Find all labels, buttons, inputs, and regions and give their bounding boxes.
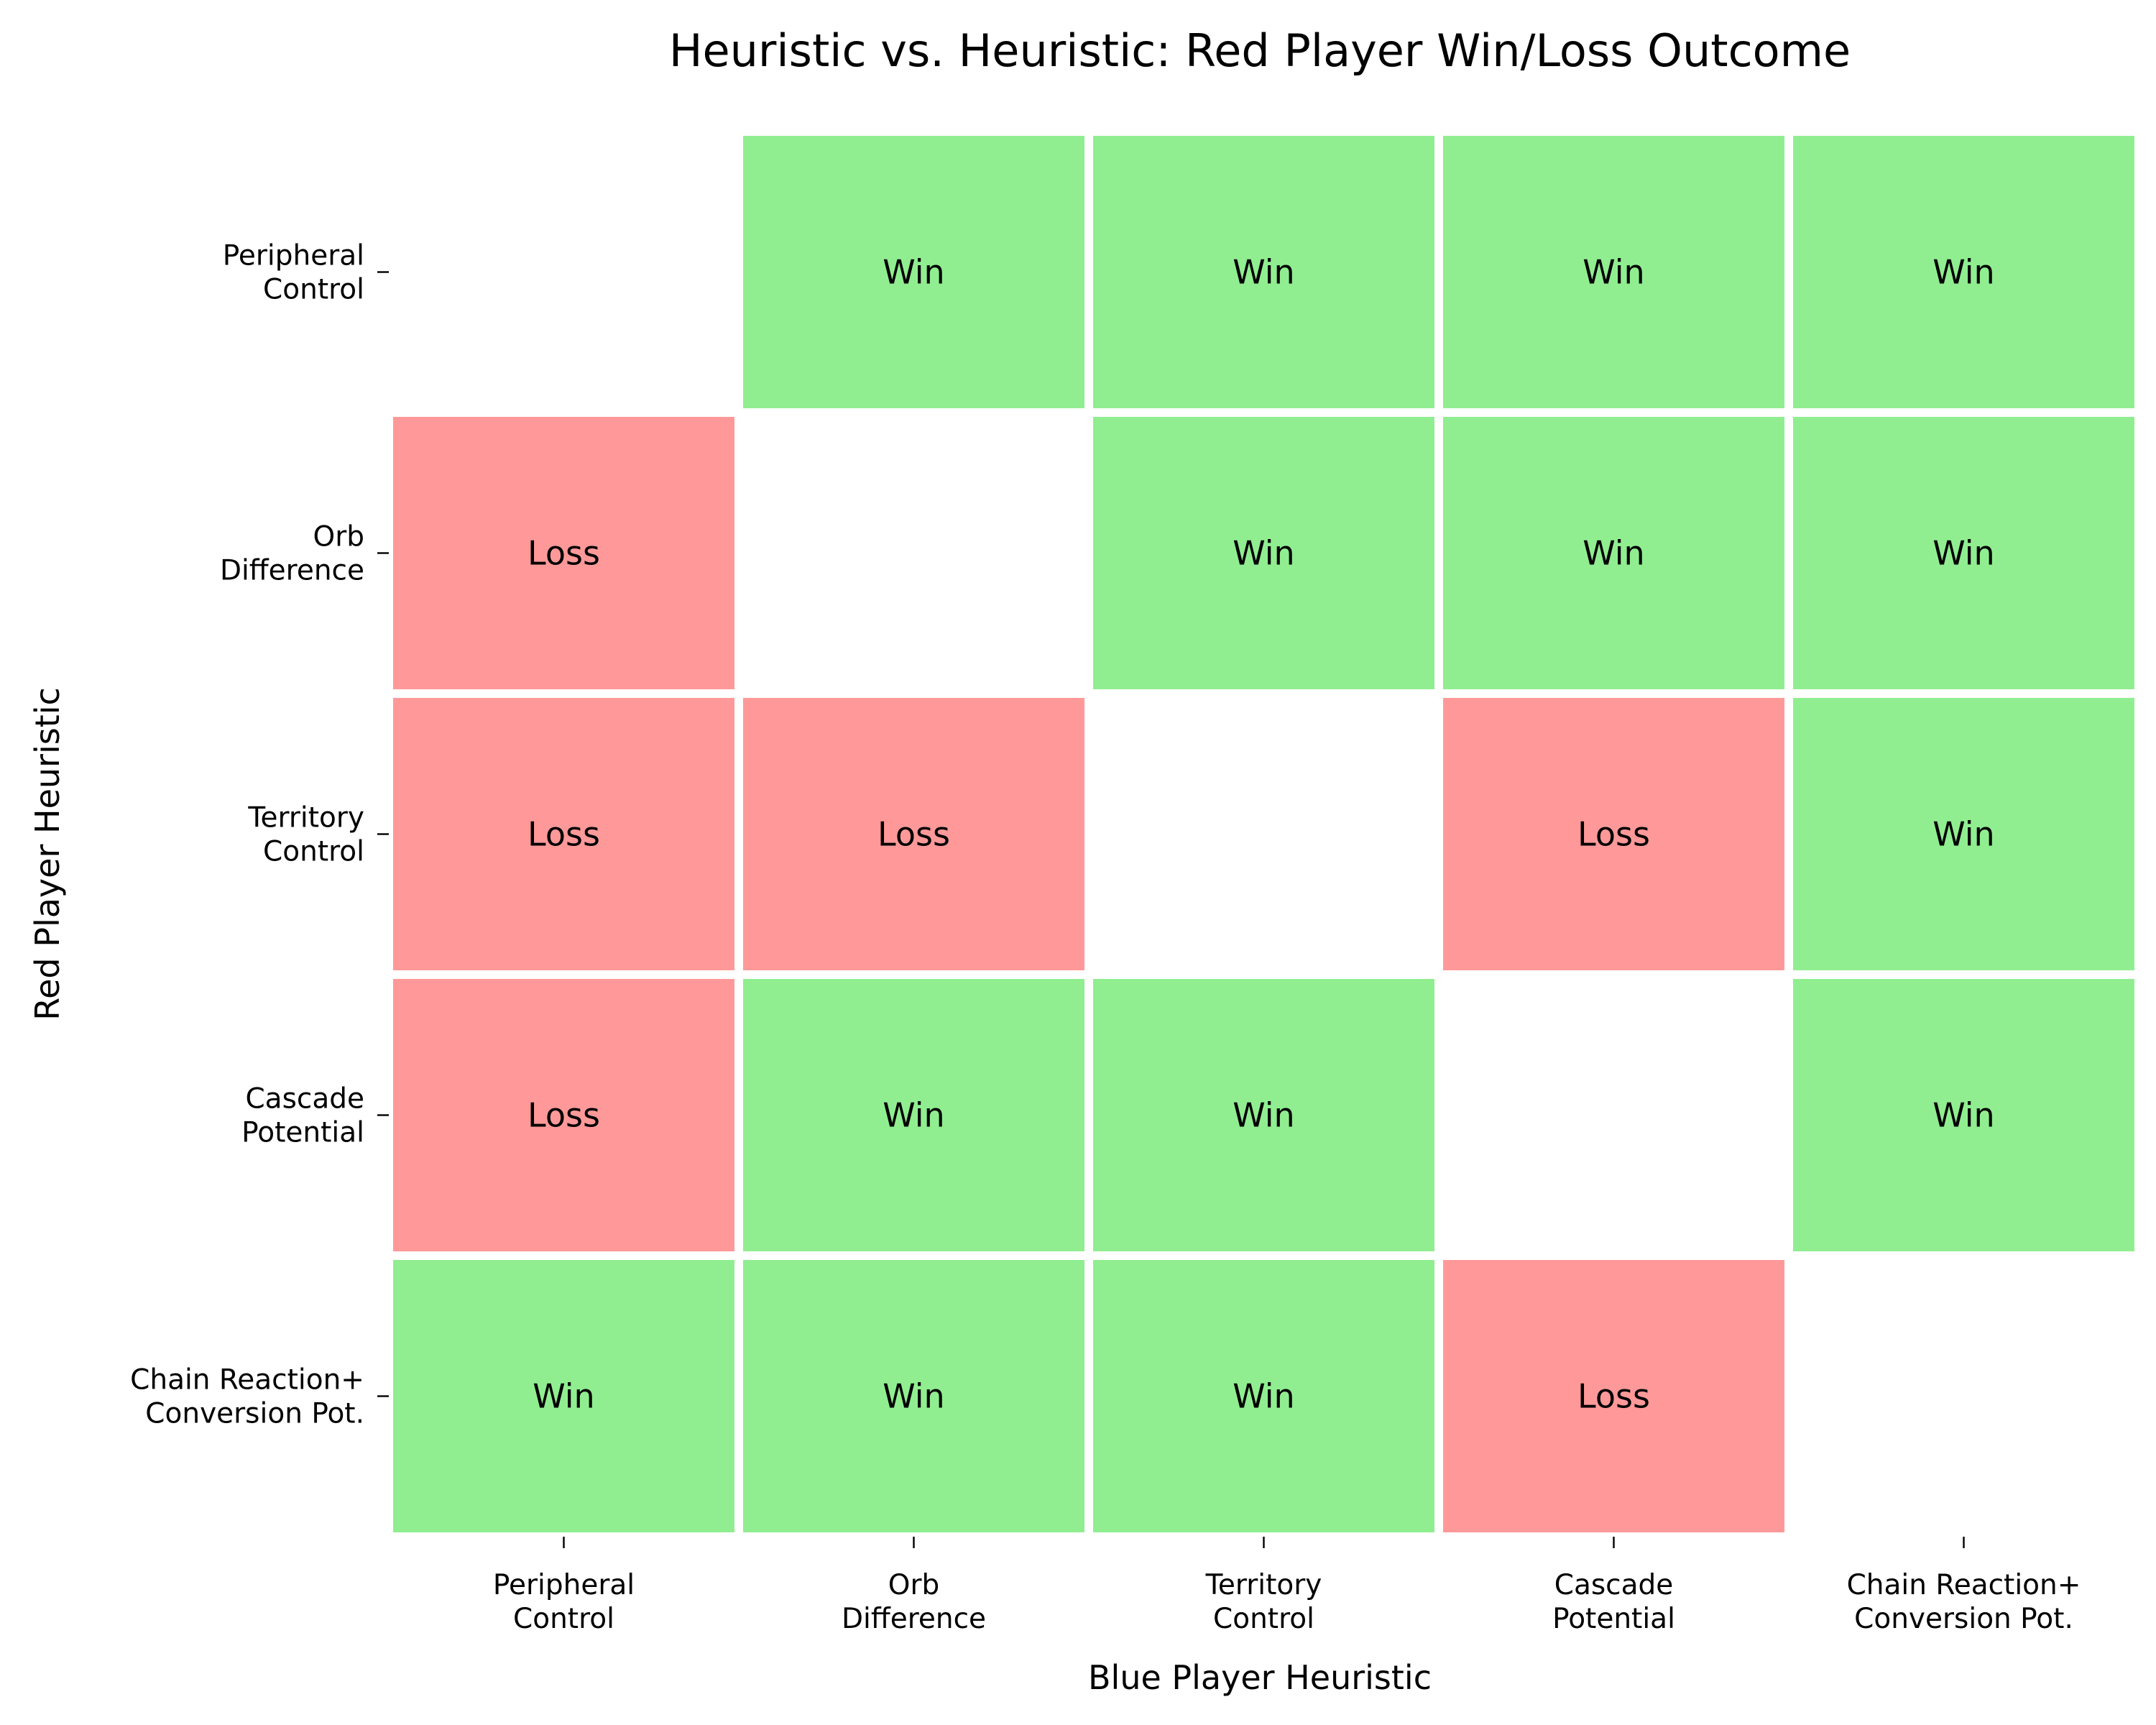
heatmap-cell bbox=[1793, 417, 2134, 689]
cell-label: Loss bbox=[528, 1096, 600, 1135]
heatmap-cell bbox=[1093, 136, 1434, 408]
heatmap-cell bbox=[1443, 136, 1784, 408]
heatmap-cell bbox=[1443, 417, 1784, 689]
heatmap-cell bbox=[393, 1260, 734, 1532]
cell-label: Win bbox=[1233, 1096, 1294, 1135]
cell-label: Loss bbox=[877, 815, 950, 854]
cell-label: Win bbox=[1233, 534, 1294, 573]
cell-label: Loss bbox=[1577, 815, 1650, 854]
heatmap-cell bbox=[743, 1260, 1084, 1532]
x-axis-label: Blue Player Heuristic bbox=[1088, 1658, 1432, 1697]
cell-label: Win bbox=[1233, 1377, 1294, 1416]
heatmap-cell bbox=[1443, 698, 1784, 970]
cell-label: Win bbox=[1932, 253, 1994, 292]
y-tick-label: Chain Reaction+ Conversion Pot. bbox=[130, 1364, 364, 1430]
y-axis-label: Red Player Heuristic bbox=[28, 687, 67, 1021]
cell-label: Win bbox=[883, 1096, 944, 1135]
cell-label: Win bbox=[883, 1377, 944, 1416]
heatmap-cell bbox=[1793, 979, 2134, 1251]
cell-label: Loss bbox=[528, 815, 600, 854]
y-tick-label: Peripheral Control bbox=[223, 240, 364, 306]
heatmap-cell bbox=[743, 698, 1084, 970]
x-tick-label: Peripheral Control bbox=[493, 1569, 635, 1635]
heatmap-cell bbox=[1093, 417, 1434, 689]
cell-label: Win bbox=[1583, 534, 1644, 573]
cell-label: Win bbox=[1932, 815, 1994, 854]
chart-title: Heuristic vs. Heuristic: Red Player Win/… bbox=[669, 24, 1851, 77]
heatmap-cell bbox=[393, 698, 734, 970]
heatmap-cell bbox=[393, 979, 734, 1251]
heatmap-cell bbox=[1443, 1260, 1784, 1532]
heatmap-cell bbox=[1793, 136, 2134, 408]
heatmap-cell bbox=[743, 979, 1084, 1251]
heatmap-cell bbox=[1793, 698, 2134, 970]
x-tick-label: Chain Reaction+ Conversion Pot. bbox=[1847, 1569, 2081, 1635]
x-tick-label: Cascade Potential bbox=[1552, 1569, 1675, 1635]
y-axis: Peripheral Control Orb Difference Territory C… bbox=[130, 240, 389, 1430]
y-tick-label: Orb Difference bbox=[220, 521, 364, 587]
heatmap-cell bbox=[1093, 979, 1434, 1251]
cell-label: Win bbox=[1932, 1096, 1994, 1135]
cell-label: Loss bbox=[528, 534, 600, 573]
heatmap-cells: Win Win Win Win Loss Win Win Win Loss Loss Loss Win… bbox=[393, 136, 2134, 1532]
cell-label: Win bbox=[1583, 253, 1644, 292]
y-tick-label: Territory Control bbox=[247, 802, 364, 868]
x-axis: Peripheral Control Orb Difference Territory C… bbox=[493, 1537, 2081, 1635]
cell-label: Win bbox=[1932, 534, 1994, 573]
cell-label: Win bbox=[883, 253, 944, 292]
y-tick-label: Cascade Potential bbox=[241, 1083, 364, 1149]
heatmap-cell bbox=[743, 136, 1084, 408]
cell-label: Loss bbox=[1577, 1377, 1650, 1416]
x-tick-label: Territory Control bbox=[1205, 1569, 1322, 1635]
cell-label: Win bbox=[1233, 253, 1294, 292]
x-tick-label: Orb Difference bbox=[842, 1569, 986, 1635]
heatmap-cell bbox=[393, 417, 734, 689]
cell-label: Win bbox=[533, 1377, 594, 1416]
heatmap-cell bbox=[1093, 1260, 1434, 1532]
